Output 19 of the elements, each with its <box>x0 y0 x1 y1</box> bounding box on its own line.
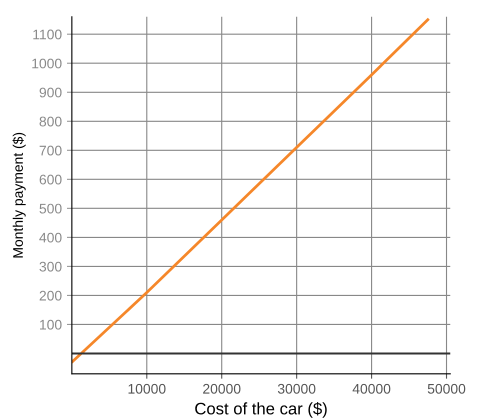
y-tick-label: 500 <box>40 204 62 214</box>
y-tick-label: 1000 <box>32 58 62 68</box>
x-tick-label: 40000 <box>352 384 390 394</box>
x-tick-label: 20000 <box>203 384 240 394</box>
y-tick-label: 300 <box>39 262 62 272</box>
x-tick-label: 30000 <box>278 384 316 394</box>
y-tick-label: 1100 <box>33 30 62 40</box>
line-series <box>72 18 430 364</box>
y-tick-label: 200 <box>40 290 62 301</box>
x-tick-label: 50000 <box>428 384 466 394</box>
y-tick-label: 700 <box>40 146 62 156</box>
y-tick-label: 600 <box>40 174 62 185</box>
y-tick-label: 400 <box>39 232 62 243</box>
y-tick-label: 900 <box>40 88 62 98</box>
x-axis-title: Cost of the car ($) <box>195 402 327 418</box>
y-axis-title: Monthly payment ($) <box>12 132 26 258</box>
x-tick-label: 10000 <box>128 384 166 394</box>
y-tick-label: 100 <box>40 320 62 330</box>
y-tick-label: 800 <box>40 116 62 126</box>
